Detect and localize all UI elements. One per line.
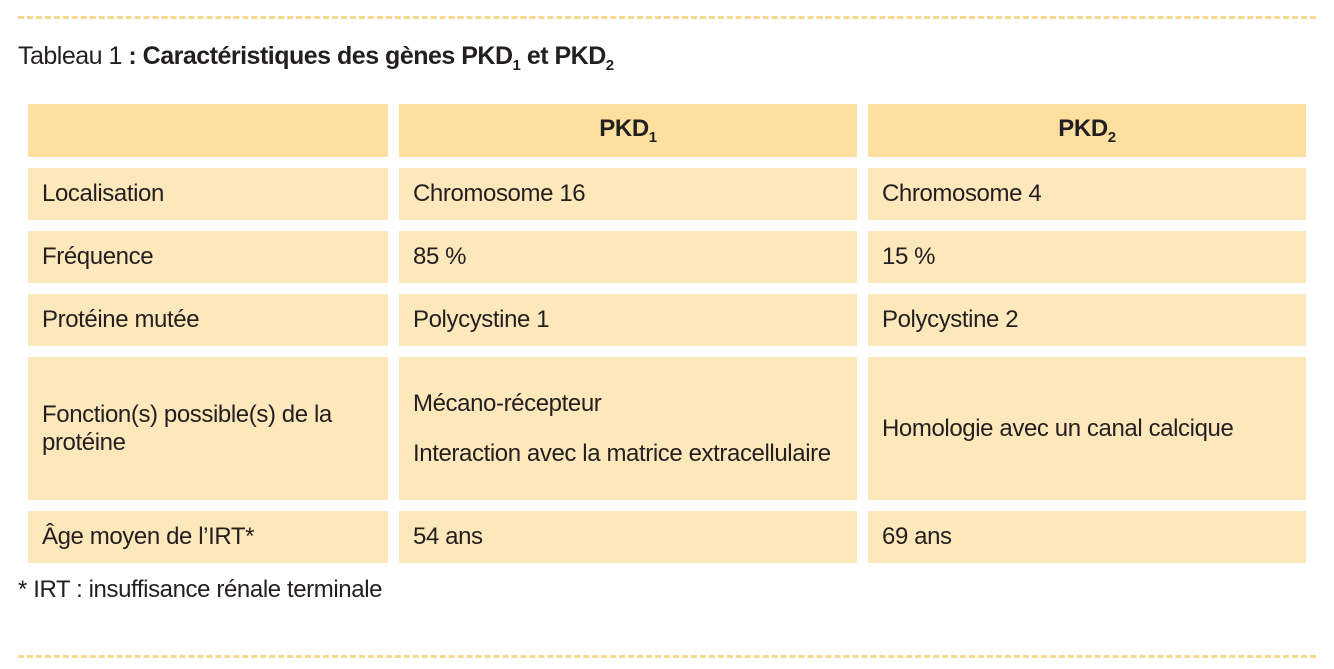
- column-header: PKD2: [868, 104, 1306, 157]
- column-name: PKD: [599, 115, 649, 142]
- gene-table: PKD1 PKD2 Localisation Chromosome 16 Chromos…: [17, 93, 1317, 574]
- table-row: Fonction(s) possible(s) de la protéine Mé…: [28, 357, 1306, 500]
- table-cell: 85 %: [399, 231, 857, 283]
- row-label: Âge moyen de l’IRT*: [28, 511, 388, 563]
- table-body: PKD1 PKD2 Localisation Chromosome 16 Chromos…: [28, 104, 1306, 563]
- title-subscript: 1: [512, 57, 521, 74]
- cell-paragraph: Mécano-récepteur: [413, 389, 602, 417]
- title-subscript: 2: [605, 57, 614, 74]
- title-label: Tableau 1: [18, 42, 122, 70]
- table-cell: Polycystine 2: [868, 294, 1306, 346]
- bottom-divider: [18, 655, 1316, 658]
- table-cell: 54 ans: [399, 511, 857, 563]
- cell-paragraph: Interaction avec la matrice extracellula…: [413, 439, 831, 467]
- footnote: * IRT : insuffisance rénale terminale: [18, 576, 383, 603]
- column-header: PKD1: [399, 104, 857, 157]
- row-label: Fonction(s) possible(s) de la protéine: [28, 357, 388, 500]
- table-row: Protéine mutée Polycystine 1 Polycystine 2: [28, 294, 1306, 346]
- table-row: Localisation Chromosome 16 Chromosome 4: [28, 168, 1306, 220]
- row-label: Protéine mutée: [28, 294, 388, 346]
- title-text: et PKD: [520, 42, 606, 70]
- row-label: Localisation: [28, 168, 388, 220]
- header-row: PKD1 PKD2: [28, 104, 1306, 157]
- column-subscript: 2: [1107, 129, 1116, 146]
- title-heading: : Caractéristiques des gènes PKD1 et PKD…: [128, 42, 614, 74]
- top-divider: [18, 16, 1316, 19]
- table-cell: Chromosome 4: [868, 168, 1306, 220]
- title-text: : Caractéristiques des gènes PKD: [128, 42, 513, 70]
- column-name: PKD: [1058, 115, 1108, 142]
- table-title: Tableau 1 : Caractéristiques des gènes P…: [18, 42, 614, 74]
- table-cell: Homologie avec un canal calcique: [868, 357, 1306, 500]
- table-row: Âge moyen de l’IRT* 54 ans 69 ans: [28, 511, 1306, 563]
- row-label: Fréquence: [28, 231, 388, 283]
- column-subscript: 1: [648, 129, 657, 146]
- table-cell: 69 ans: [868, 511, 1306, 563]
- table-cell: Mécano-récepteur Interaction avec la matr…: [399, 357, 857, 500]
- table-cell: Polycystine 1: [399, 294, 857, 346]
- table-cell: 15 %: [868, 231, 1306, 283]
- header-cell-empty: [28, 104, 388, 157]
- table-row: Fréquence 85 % 15 %: [28, 231, 1306, 283]
- table-cell: Chromosome 16: [399, 168, 857, 220]
